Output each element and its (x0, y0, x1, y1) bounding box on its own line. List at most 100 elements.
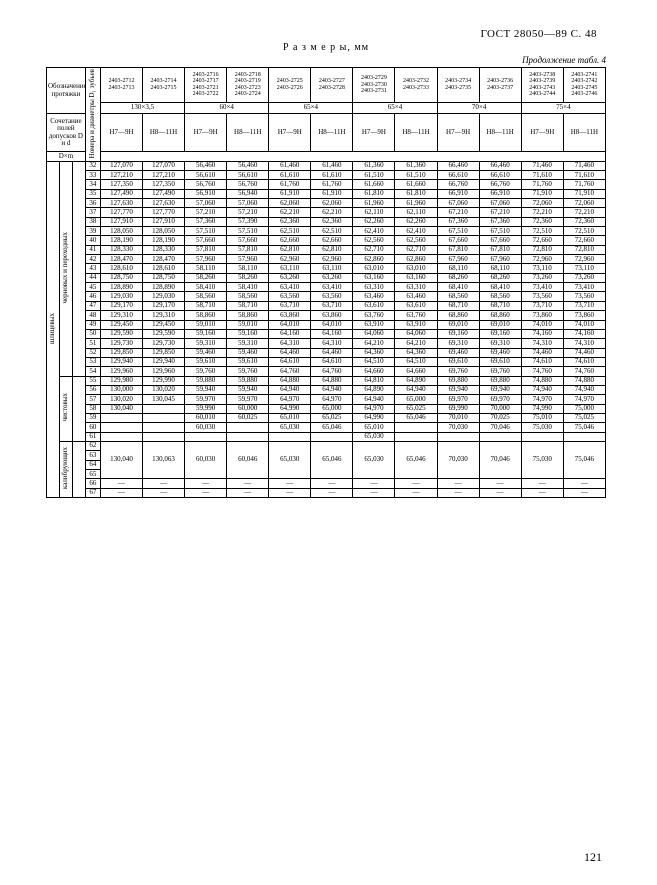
cell: 60,000 (227, 404, 269, 413)
cell: 128,050 (100, 227, 142, 236)
cell: 74,610 (563, 357, 605, 366)
cell: 66,460 (479, 161, 521, 170)
row-num: 62 (85, 441, 100, 450)
cell: 71,610 (521, 171, 563, 180)
cell: 61,810 (353, 189, 395, 198)
cell: 129,030 (100, 292, 142, 301)
row-num: 43 (85, 264, 100, 273)
cell: 73,710 (521, 301, 563, 310)
cell: 64,810 (353, 376, 395, 385)
cell: 63,460 (395, 292, 437, 301)
calib-cell: 75,030 (521, 441, 563, 478)
cell (143, 432, 185, 441)
cell: 71,760 (521, 180, 563, 189)
cell: 129,450 (100, 320, 142, 329)
dash-cell: — (185, 479, 227, 488)
cell: 64,160 (311, 329, 353, 338)
calib-cell: 70,046 (479, 441, 521, 478)
cell: 64,660 (353, 367, 395, 376)
cell: 67,360 (479, 217, 521, 226)
cell: 72,960 (521, 255, 563, 264)
cell: 69,880 (437, 376, 479, 385)
cell: 74,160 (563, 329, 605, 338)
cell: 56,760 (227, 180, 269, 189)
cell: 72,960 (563, 255, 605, 264)
cell: 72,810 (521, 245, 563, 254)
cell: 66,760 (437, 180, 479, 189)
cell: 75,010 (521, 413, 563, 422)
cell: 74,610 (521, 357, 563, 366)
row-num: 54 (85, 367, 100, 376)
cell: 127,490 (143, 189, 185, 198)
dash-cell: — (353, 479, 395, 488)
row-num: 38 (85, 217, 100, 226)
cell: 67,360 (437, 217, 479, 226)
dash-cell: — (185, 488, 227, 497)
cell: 128,750 (100, 273, 142, 282)
cell: 63,010 (395, 264, 437, 273)
cell: 71,610 (563, 171, 605, 180)
cell: 128,610 (100, 264, 142, 273)
cell (521, 432, 563, 441)
cell: 67,660 (437, 236, 479, 245)
th-spline: шлицевых (47, 161, 60, 497)
cell: 62,810 (311, 245, 353, 254)
cell: 72,360 (563, 217, 605, 226)
cell: 64,970 (269, 395, 311, 404)
cell: 61,910 (269, 189, 311, 198)
cell: 63,910 (395, 320, 437, 329)
cell: 58,260 (185, 273, 227, 282)
cell: 69,990 (437, 404, 479, 413)
th-finish: чистовых (59, 376, 72, 441)
cell: 73,860 (521, 311, 563, 320)
row-num: 52 (85, 348, 100, 357)
cell: 64,890 (395, 376, 437, 385)
cell: 62,960 (311, 255, 353, 264)
cell: 62,110 (395, 208, 437, 217)
row-num: 60 (85, 423, 100, 432)
cell: 68,260 (479, 273, 521, 282)
cell: 57,360 (185, 217, 227, 226)
cell: 64,060 (395, 329, 437, 338)
cell: 69,940 (479, 385, 521, 394)
cell: 68,560 (479, 292, 521, 301)
cell: 66,610 (437, 171, 479, 180)
row-num: 64 (85, 460, 100, 469)
grp-code-3: 2403-27182403-27192403-27232403-2724 (227, 68, 269, 103)
cell: 129,990 (143, 376, 185, 385)
row-num: 41 (85, 245, 100, 254)
cell: 68,860 (437, 311, 479, 320)
cell: 60,025 (227, 413, 269, 422)
dash-cell: — (227, 488, 269, 497)
cell: 62,810 (269, 245, 311, 254)
tol-5: H8—11H (311, 114, 353, 152)
cell: 74,880 (521, 376, 563, 385)
cell: 66,760 (479, 180, 521, 189)
cell: 62,060 (269, 199, 311, 208)
dash-cell: — (227, 479, 269, 488)
cell: 129,850 (100, 348, 142, 357)
cell: 63,760 (395, 311, 437, 320)
cell: 67,210 (437, 208, 479, 217)
cell: 129,310 (143, 311, 185, 320)
cell: 68,410 (479, 283, 521, 292)
cell: 129,450 (143, 320, 185, 329)
grp-code-4: 2403-27252403-2726 (269, 68, 311, 103)
cell: 68,710 (437, 301, 479, 310)
cell: 63,860 (269, 311, 311, 320)
row-num: 46 (85, 292, 100, 301)
cell (227, 432, 269, 441)
cell: 56,460 (185, 161, 227, 170)
cell: 73,110 (521, 264, 563, 273)
cell: 64,060 (353, 329, 395, 338)
cell: 73,410 (563, 283, 605, 292)
cell: 72,660 (563, 236, 605, 245)
cell: 62,510 (311, 227, 353, 236)
cell: 59,970 (227, 395, 269, 404)
grp-code-1: 2403-27142403-2715 (143, 68, 185, 103)
th-field-combo: Сочетание полей допусков D и d (47, 114, 86, 152)
cell: 64,880 (311, 376, 353, 385)
cell: 62,410 (395, 227, 437, 236)
grp-dxm-4: 65×4 (269, 102, 353, 113)
grp-code-0: 2403-27122403-2713 (100, 68, 142, 103)
